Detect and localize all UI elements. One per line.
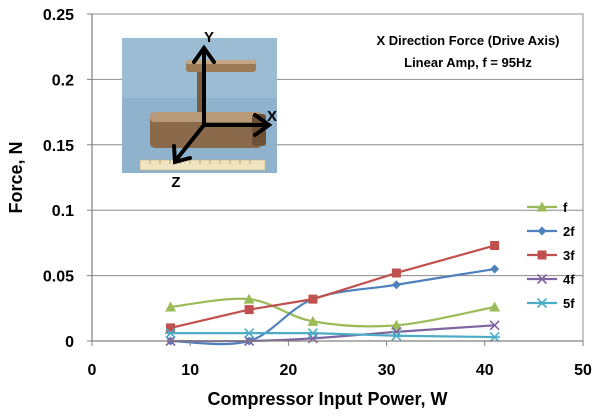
y-tick-label: 0.05 [43,269,74,286]
y-axis-label: Force, N [6,141,26,213]
x-tick-label: 10 [181,362,199,379]
y-tick-label: 0.2 [52,72,74,89]
legend-swatch-marker [537,250,547,260]
legend-label: 4f [563,272,575,287]
annotation-layer: X Direction Force (Drive Axis) Linear Amp… [376,33,559,70]
data-point [390,330,402,341]
data-point [391,268,401,278]
y-tick-label: 0 [65,334,74,351]
chart-annotation-line: Linear Amp, f = 95Hz [404,55,532,70]
y-tick-label: 0.15 [43,138,74,155]
x-tick-label: 50 [574,362,592,379]
series-line [170,297,495,328]
chart-annotation-line: X Direction Force (Drive Axis) [376,33,559,48]
axes-layer: 0 0.05 0.1 0.15 0.2 0.25 0 10 20 30 40 50 Compressor… [6,7,592,409]
data-point [390,319,402,330]
data-point [307,315,319,326]
photo-ruler-ticks [149,160,251,164]
legend-entry: 4f [527,272,575,287]
x-tick-label: 30 [378,362,396,379]
data-point [490,264,500,274]
inset-axis-label-x: X [267,108,277,125]
y-tick-label: 0.25 [43,7,74,24]
data-point [490,241,500,251]
legend-entry: 5f [527,296,575,311]
series-layer [165,241,501,347]
legend-swatch-marker [537,226,547,236]
legend-swatch-marker [536,273,548,285]
data-point [489,301,501,312]
data-point [489,332,501,343]
x-tick-label: 40 [476,362,494,379]
series-line [170,244,495,329]
data-point [243,328,255,339]
legend-label: 2f [563,224,575,239]
legend-entry: f [527,200,568,215]
legend-swatch-marker [536,201,548,212]
series-5f [165,328,501,343]
series-f [165,293,501,330]
legend-label: 3f [563,248,575,263]
data-point [307,328,319,339]
x-tick-label: 20 [280,362,298,379]
legend-entry: 2f [527,224,575,239]
inset-photo: Y X Z [122,29,277,191]
data-point [391,280,401,290]
data-point [166,323,176,333]
legend-label: 5f [563,296,575,311]
inset-axis-label-y: Y [204,29,214,46]
data-point [308,294,318,304]
legend-entry: 3f [527,248,575,263]
legend-swatch-marker [536,297,548,309]
legend-label: f [563,200,568,215]
inset-axis-label-z: Z [171,174,180,191]
y-tick-label: 0.1 [52,203,74,220]
photo-axis-arrows [172,44,273,165]
x-tick-label: 0 [88,362,97,379]
data-point [165,328,177,339]
data-point [243,293,255,304]
x-axis-label: Compressor Input Power, W [207,389,447,409]
data-point [489,320,500,331]
series-3f [166,241,500,333]
data-point [165,301,177,312]
photo-ruler [139,159,266,171]
photo-connecting-rod [197,72,203,112]
legend: f 2f 3f 4f 5f [527,200,575,311]
data-point [244,305,254,315]
